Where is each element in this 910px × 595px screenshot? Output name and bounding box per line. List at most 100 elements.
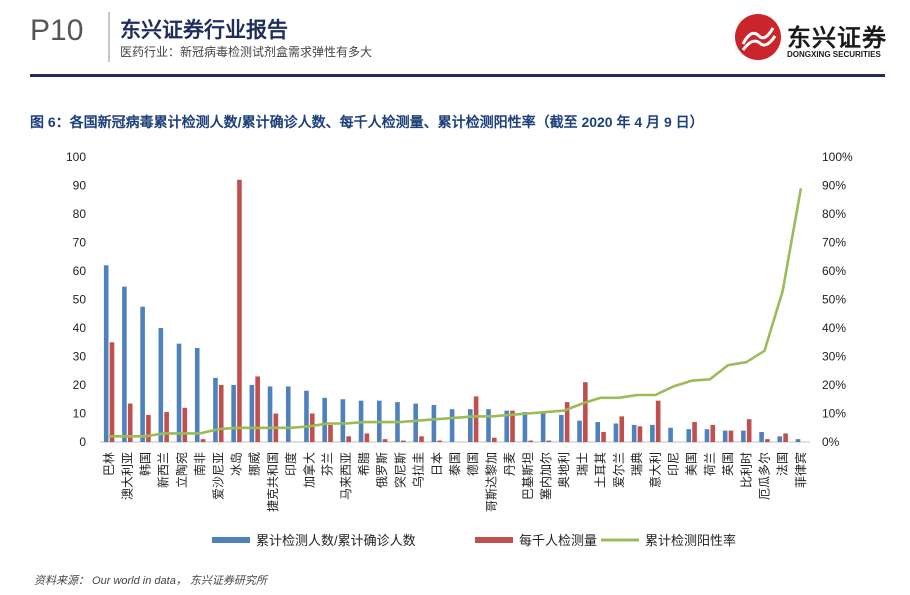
x-tick-label: 菲律宾 (793, 452, 808, 488)
bar-series-1 (449, 409, 455, 442)
bar-series-1 (486, 409, 491, 442)
x-tick-label: 突尼斯 (392, 452, 407, 488)
x-tick-label: 法国 (776, 452, 790, 476)
x-tick-label: 巴基斯坦 (521, 452, 535, 500)
x-tick-label: 瑞士 (575, 452, 589, 476)
x-tick-label: 意大利 (647, 452, 662, 488)
page-number: P10 (30, 14, 84, 47)
bar-series-1 (122, 286, 127, 442)
bar-series-1 (140, 306, 145, 442)
bar-series-1 (213, 377, 218, 442)
bar-series-2 (765, 439, 770, 442)
bar-series-2 (492, 437, 497, 442)
source-note: 资料来源： Our world in data， 东兴证券研究所 (34, 575, 267, 587)
bar-series-2 (728, 430, 734, 442)
bar-series-2 (146, 414, 151, 442)
y-right-tick-label: 60% (822, 264, 846, 278)
bar-series-2 (746, 419, 752, 442)
x-tick-label: 乌拉圭 (411, 452, 426, 488)
x-tick-label: 芬兰 (321, 452, 335, 476)
y-left-tick-label: 70 (73, 236, 87, 250)
bar-series-1 (522, 412, 528, 442)
bar-series-1 (158, 328, 164, 442)
y-left-tick-label: 20 (73, 378, 87, 392)
x-tick-label: 爱尔兰 (611, 452, 626, 488)
x-tick-label: 韩国 (138, 452, 153, 476)
x-tick-label: 瑞典 (630, 452, 644, 476)
bar-series-1 (468, 409, 473, 442)
report-title: 东兴证券行业报告 (120, 19, 288, 42)
bar-series-1 (777, 436, 783, 442)
bar-series-2 (364, 433, 370, 442)
bar-series-1 (176, 343, 182, 442)
bar-series-2 (710, 424, 716, 442)
y-right-tick-label: 20% (822, 378, 846, 392)
bar-series-2 (437, 440, 442, 442)
bar-series-2 (692, 422, 697, 442)
legend-label-3: 累计检测阳性率 (645, 533, 736, 548)
bar-series-2 (637, 426, 643, 442)
y-left-tick-label: 0 (79, 435, 86, 449)
brand-logo: 东兴证券 DONGXING SECURITIES (735, 12, 895, 66)
y-left-tick-label: 80 (73, 207, 87, 221)
bar-series-1 (631, 424, 637, 442)
x-tick-label: 马来西亚 (339, 452, 353, 500)
bar-series-2 (601, 432, 606, 442)
bar-series-1 (668, 427, 673, 442)
bar-series-2 (583, 382, 588, 442)
bar-series-2 (546, 440, 552, 442)
bar-series-1 (559, 414, 564, 442)
brand-name: 东兴证券 (787, 25, 887, 52)
bar-series-2 (510, 410, 515, 442)
x-tick-label: 立陶宛 (174, 452, 189, 488)
bar-series-1 (741, 430, 746, 442)
x-tick-label: 美国 (685, 452, 699, 476)
bar-series-2 (346, 436, 351, 442)
y-left-tick-label: 30 (73, 350, 87, 364)
bar-series-2 (619, 416, 625, 442)
x-tick-label: 哥斯达黎加 (484, 452, 498, 512)
bar-series-2 (419, 436, 424, 442)
x-tick-label: 印度 (283, 452, 298, 476)
x-tick-label: 厄瓜多尔 (756, 452, 771, 500)
x-tick-label: 荷兰 (703, 452, 717, 476)
legend-label-2: 每千人检测量 (519, 533, 597, 548)
bar-series-1 (504, 410, 510, 442)
x-tick-label: 比利时 (739, 452, 753, 488)
x-tick-label: 德国 (465, 452, 480, 476)
bar-series-1 (650, 424, 655, 442)
y-right-tick-label: 100% (822, 150, 853, 164)
bar-series-1 (431, 404, 437, 442)
bar-series-1 (103, 265, 109, 442)
y-left-tick-label: 90 (73, 179, 87, 193)
x-tick-label: 捷克共和国 (266, 452, 280, 512)
x-tick-label: 冰岛 (229, 452, 244, 476)
x-tick-label: 澳大利亚 (120, 452, 134, 500)
x-tick-label: 日本 (430, 452, 444, 476)
x-tick-label: 南非 (192, 452, 207, 476)
x-tick-label: 英国 (721, 452, 735, 476)
x-tick-label: 印尼 (666, 452, 680, 476)
bar-series-1 (249, 385, 255, 442)
x-tick-label: 俄罗斯 (375, 452, 389, 488)
bar-series-2 (328, 424, 333, 442)
bar-series-1 (704, 429, 710, 442)
x-tick-label: 塞内加尔 (538, 452, 553, 500)
x-tick-label: 土耳其 (594, 452, 608, 488)
bar-series-2 (382, 439, 388, 442)
report-subtitle: 医药行业：新冠病毒检测试剂盒需求弹性有多大 (120, 45, 373, 59)
combo-chart: 0 10 20 30 40 50 60 70 80 90 100 0% 10% 20% 30% 40% 50% 6… (66, 150, 853, 548)
y-right-tick-label: 50% (822, 293, 846, 307)
bar-series-2 (564, 402, 570, 442)
header-rule (30, 74, 885, 77)
bar-series-2 (127, 403, 133, 442)
legend-label-1: 累计检测人数/累计确诊人数 (256, 533, 416, 548)
bar-series-1 (759, 432, 764, 442)
x-tick-label: 希腊 (356, 452, 371, 476)
bar-series-1 (540, 413, 546, 442)
y-left-tick-label: 10 (73, 407, 87, 421)
y-right-tick-label: 90% (822, 179, 846, 193)
bar-series-2 (255, 376, 260, 442)
bar-series-2 (655, 400, 661, 442)
x-tick-label: 挪威 (248, 452, 262, 476)
